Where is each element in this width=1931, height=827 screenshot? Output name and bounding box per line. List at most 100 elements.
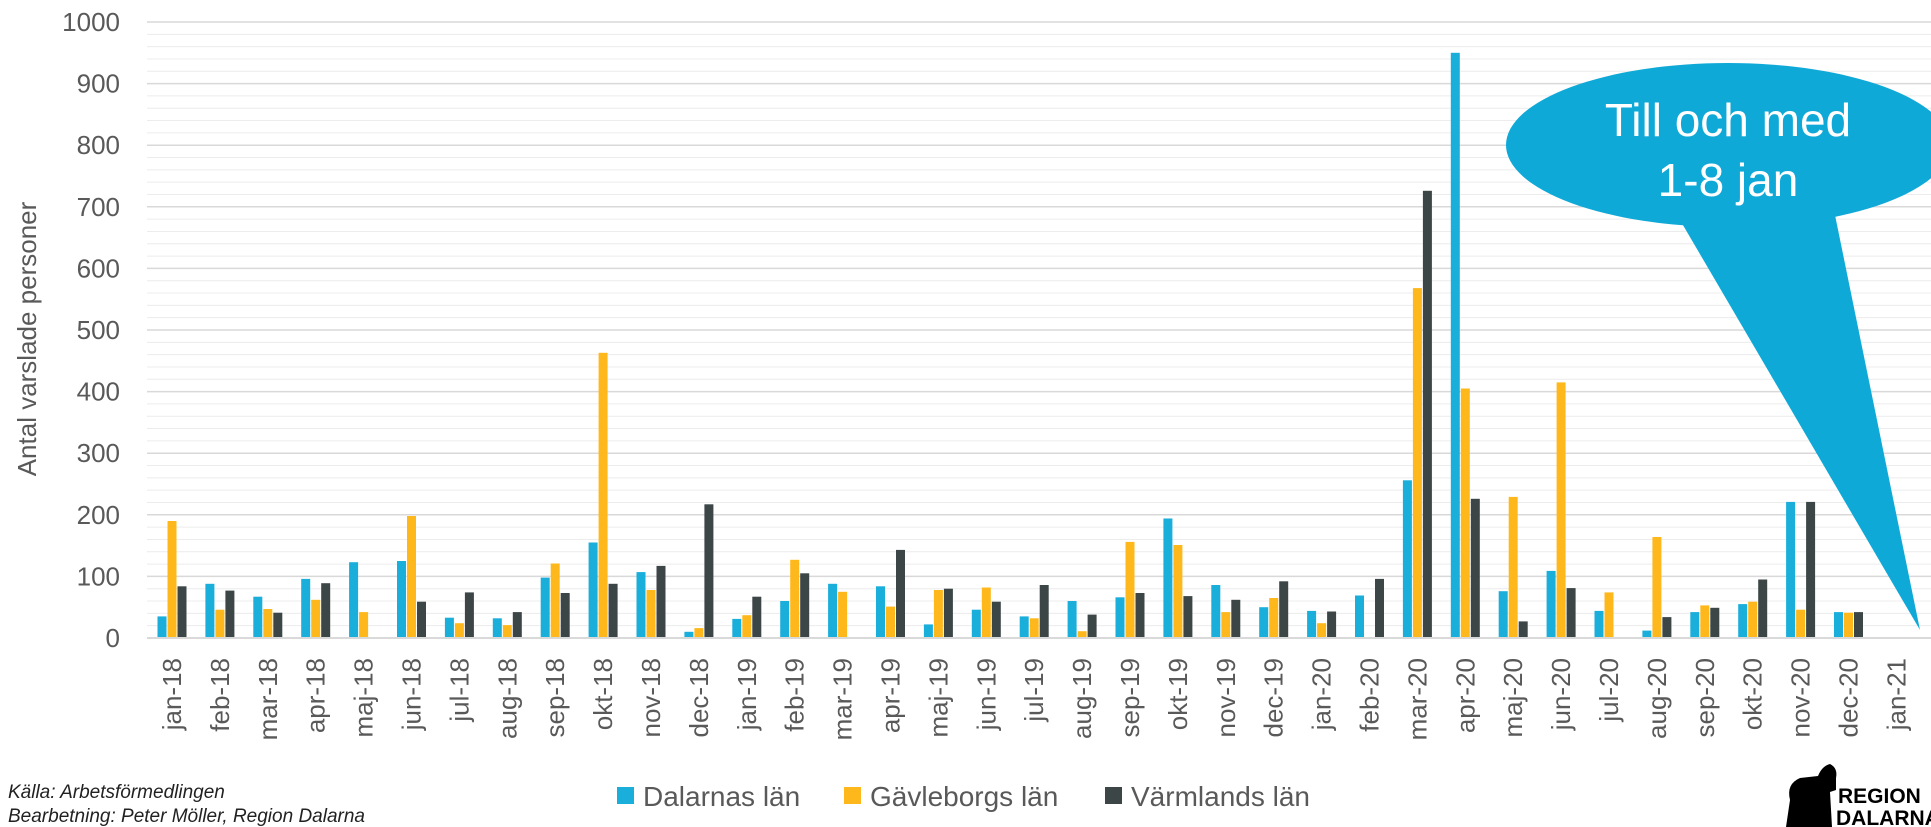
- bar: [636, 572, 646, 638]
- x-tick-label: sep-20: [1690, 658, 1720, 738]
- bar: [1652, 537, 1662, 638]
- bar: [1259, 607, 1269, 638]
- bar: [1690, 612, 1700, 638]
- x-tick-label: jan-20: [1307, 658, 1337, 731]
- bar: [301, 578, 311, 638]
- bar: [205, 583, 215, 638]
- bar: [732, 618, 742, 638]
- legend-swatch-gavleborg: [844, 787, 861, 804]
- bar: [273, 612, 283, 638]
- callout-ellipse: [1506, 63, 1931, 227]
- bar: [321, 583, 331, 638]
- x-tick-label: mar-19: [828, 658, 858, 740]
- bar: [444, 617, 454, 638]
- y-axis-label: Antal varslade personer: [12, 201, 42, 476]
- bar: [1269, 598, 1279, 638]
- bar: [502, 625, 512, 638]
- callout-bubble: Till och med 1-8 jan: [1506, 63, 1931, 630]
- bar: [359, 612, 369, 638]
- dala-horse-icon: [1786, 764, 1837, 827]
- bar: [1518, 621, 1528, 638]
- x-tick-label: mar-20: [1402, 658, 1432, 740]
- x-tick-label: sep-19: [1115, 658, 1145, 738]
- bar: [1834, 612, 1843, 638]
- x-tick-label: maj-18: [349, 658, 379, 737]
- y-tick-label: 100: [77, 561, 120, 591]
- bar: [550, 563, 560, 638]
- region-dalarna-logo: REGION DALARNA: [1786, 764, 1931, 827]
- bar: [828, 583, 838, 638]
- x-axis-ticks: jan-18 feb-18 mar-18 apr-18 maj-18 jun-18 jul-…: [157, 658, 1911, 740]
- bar: [1211, 585, 1221, 638]
- bar: [1087, 614, 1097, 638]
- bar: [943, 588, 953, 638]
- bar: [981, 587, 991, 638]
- bar: [971, 609, 981, 638]
- x-tick-label: jul-19: [1019, 658, 1049, 723]
- bar: [1642, 630, 1652, 638]
- x-tick-label: jun-18: [397, 658, 427, 731]
- legend-swatch-dalarna: [617, 787, 634, 804]
- bar: [704, 504, 714, 638]
- y-tick-label: 900: [77, 69, 120, 99]
- x-tick-label: mar-18: [253, 658, 283, 740]
- bar: [598, 352, 608, 638]
- bar: [1412, 288, 1422, 638]
- bar: [397, 561, 406, 638]
- y-tick-label: 700: [77, 192, 120, 222]
- bar: [215, 609, 225, 638]
- bar: [1604, 592, 1614, 638]
- bar: [1019, 616, 1029, 638]
- bar: [1029, 618, 1039, 638]
- x-tick-label: sep-18: [540, 658, 570, 738]
- y-tick-label: 300: [77, 438, 120, 468]
- bar: [1566, 588, 1576, 638]
- logo-line1: REGION: [1838, 785, 1921, 808]
- x-tick-label: jan-21: [1881, 658, 1911, 731]
- x-tick-label: jul-20: [1594, 658, 1624, 723]
- bar: [790, 559, 800, 638]
- bar: [1173, 545, 1183, 638]
- legend-label-dalarna: Dalarnas län: [643, 781, 800, 812]
- y-tick-label: 0: [106, 623, 120, 653]
- bar: [588, 542, 598, 638]
- x-tick-label: feb-20: [1355, 658, 1385, 732]
- bar: [512, 612, 522, 638]
- bar: [876, 586, 885, 638]
- bar: [656, 565, 666, 638]
- callout-line1: Till och med: [1605, 94, 1851, 146]
- bars: [157, 52, 1863, 639]
- y-tick-label: 400: [77, 377, 120, 407]
- bar: [349, 562, 359, 638]
- x-tick-label: okt-20: [1738, 658, 1768, 730]
- callout-line2: 1-8 jan: [1658, 154, 1799, 206]
- bar: [1422, 190, 1432, 639]
- bar: [560, 593, 570, 638]
- bar: [780, 601, 790, 638]
- callout-pointer: [1680, 205, 1920, 630]
- x-tick-label: aug-19: [1067, 658, 1097, 739]
- x-tick-label: jun-19: [971, 658, 1001, 731]
- x-tick-label: aug-20: [1642, 658, 1672, 739]
- x-tick-label: aug-18: [492, 658, 522, 739]
- bar: [1508, 496, 1518, 638]
- bar: [407, 516, 416, 638]
- y-tick-label: 500: [77, 315, 120, 345]
- x-tick-label: dec-20: [1834, 658, 1864, 738]
- source-line2: Bearbetning: Peter Möller, Region Dalarn…: [8, 806, 365, 827]
- bar: [540, 577, 550, 638]
- bar: [1317, 623, 1327, 638]
- bar: [1854, 612, 1863, 638]
- bar: [1460, 388, 1470, 638]
- bar: [991, 601, 1001, 638]
- bar: [684, 631, 694, 638]
- x-tick-label: nov-19: [1211, 658, 1241, 738]
- x-tick-label: jan-18: [157, 658, 187, 731]
- x-tick-label: apr-19: [876, 658, 906, 733]
- bar: [923, 624, 933, 638]
- x-tick-label: feb-19: [780, 658, 810, 732]
- bar: [1115, 597, 1125, 638]
- bar: [1700, 605, 1710, 638]
- x-tick-label: maj-20: [1498, 658, 1528, 737]
